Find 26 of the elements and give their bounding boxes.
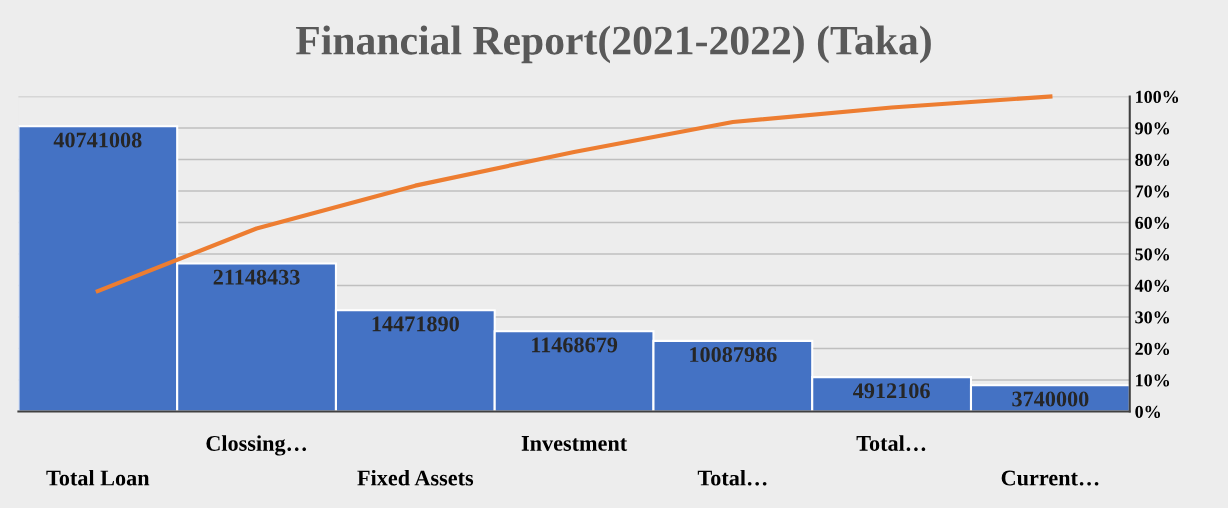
y2-tick-label: 80%: [1135, 153, 1170, 167]
y2-tick-label: 30%: [1135, 311, 1170, 324]
x-tick-label: Total…: [697, 469, 767, 486]
y2-tick-label: 50%: [1135, 248, 1170, 261]
data-label: 10087986: [690, 347, 777, 363]
x-tick-label: Total…: [856, 435, 926, 451]
data-label: 11468679: [532, 337, 618, 353]
x-tick-label: Current…: [1001, 470, 1099, 486]
y2-tick-label: 90%: [1135, 122, 1170, 135]
y2-tick-label: 0%: [1135, 405, 1161, 418]
data-label: 4912106: [853, 383, 930, 399]
x-tick-label: Total Loan: [46, 469, 150, 486]
x-tick-label: Clossing…: [206, 435, 307, 456]
data-label: 14471890: [372, 316, 459, 332]
y2-tick-label: 100%: [1136, 90, 1179, 104]
y2-tick-label: 10%: [1136, 374, 1170, 387]
y2-tick-label: 20%: [1135, 342, 1170, 355]
y2-tick-label: 70%: [1135, 185, 1170, 198]
y2-tick-label: 40%: [1134, 279, 1170, 292]
data-label: 3740000: [1012, 391, 1089, 407]
data-label: 40741008: [53, 132, 142, 148]
data-label: 21148433: [213, 269, 300, 285]
y2-tick-label: 60%: [1135, 216, 1170, 230]
x-tick-label: Fixed Assets: [357, 469, 474, 486]
chart-title: Financial Report(2021-2022) (Taka): [296, 25, 931, 64]
x-tick-label: Investment: [521, 436, 628, 451]
